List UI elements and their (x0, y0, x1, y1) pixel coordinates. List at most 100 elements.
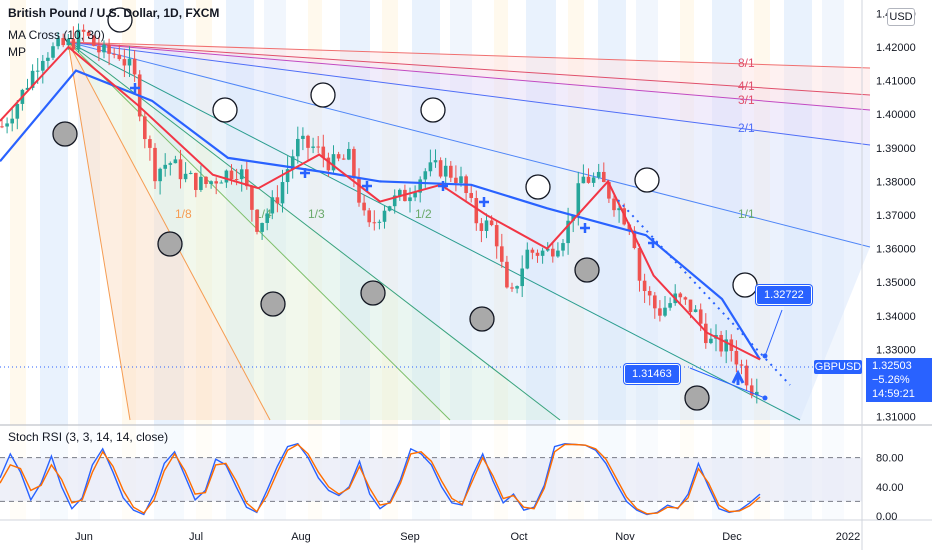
candle-body (602, 171, 606, 183)
candle-body (551, 248, 555, 257)
ma-cross-marker (362, 181, 372, 191)
candle-body (30, 70, 35, 88)
candle-body (566, 220, 570, 244)
price-tag-upper: 1.32722 (756, 285, 812, 305)
candle-body (336, 154, 341, 159)
cycle-circle-filled (684, 385, 710, 411)
candle-body (449, 165, 453, 178)
fan-label: 2/1 (738, 121, 755, 135)
candle-body (209, 181, 213, 185)
chart-title: British Pound / U.S. Dollar, 1D, FXCM (8, 6, 220, 20)
candle-body (321, 146, 326, 158)
candle-body (658, 308, 662, 316)
last-price: 1.32503 (872, 360, 912, 372)
candle-body (194, 172, 198, 190)
price-tick-label: 1.41000 (876, 76, 916, 88)
candle-body (168, 163, 173, 165)
candle-body (331, 154, 336, 171)
candle-body (76, 29, 81, 50)
cycle-circle-open (525, 174, 551, 200)
candle-body (612, 198, 616, 211)
candle-body (454, 177, 458, 183)
candle-body (10, 118, 14, 124)
candle-body (515, 286, 519, 289)
candle-body (234, 179, 239, 181)
candle-body (188, 172, 193, 174)
candle-body (260, 222, 264, 232)
candle-body (556, 250, 560, 257)
indicator-stoch-rsi[interactable]: Stoch RSI (3, 3, 14, 14, close) (8, 430, 169, 444)
candle-body (576, 183, 581, 216)
price-tick-label: 1.38000 (876, 176, 916, 188)
candle-body (41, 60, 45, 71)
candle-body (301, 135, 305, 139)
fan-line (67, 41, 561, 421)
time-tick-label: 2022 (836, 531, 860, 543)
candle-body (296, 138, 300, 157)
candle-body (459, 176, 463, 183)
candle-body (229, 170, 234, 180)
candle-body (25, 87, 30, 90)
candle-body (214, 181, 218, 184)
price-tick-label: 1.39000 (876, 143, 916, 155)
candle-body (418, 179, 422, 193)
time-tick-label: Nov (615, 531, 635, 543)
fan-sector (68, 42, 870, 420)
indicator-mp[interactable]: MP (8, 45, 26, 59)
candle-body (250, 186, 254, 210)
candle-body (173, 159, 178, 164)
candle-body (698, 309, 703, 324)
candle-body (719, 334, 723, 352)
candle-body (744, 365, 749, 386)
candle-body (316, 146, 320, 148)
price-tick-label: 1.35000 (876, 277, 916, 289)
ma-fast-line (0, 45, 761, 361)
candle-body (428, 162, 433, 172)
candle-body (433, 160, 438, 163)
candle-body (739, 364, 744, 366)
candle-body (479, 223, 484, 231)
candle-body (224, 170, 229, 183)
cycle-circles (52, 7, 758, 411)
candle-body (749, 385, 754, 396)
candle-body (0, 126, 4, 128)
fan-line (67, 41, 451, 421)
time-tick-label: Jul (189, 531, 203, 543)
time-tick-label: Jun (75, 531, 93, 543)
arrow-up-icon (731, 369, 745, 385)
candle-body (683, 297, 688, 300)
candles (0, 23, 759, 404)
candle-body (199, 176, 203, 190)
candle-body (107, 44, 111, 54)
indicator-ma-cross[interactable]: MA Cross (10, 30) (8, 28, 105, 42)
candle-body (647, 291, 652, 296)
candle-body (413, 192, 417, 198)
time-tick-label: Aug (291, 531, 311, 543)
candle-body (642, 280, 647, 292)
candle-body (92, 35, 96, 46)
candle-body (596, 171, 601, 178)
candle-body (66, 38, 71, 46)
candle-body (86, 31, 91, 36)
candle-body (387, 206, 392, 211)
candle-body (500, 246, 504, 262)
candle-body (245, 169, 249, 187)
currency-label[interactable]: USD (887, 8, 915, 26)
fan-line (67, 41, 801, 421)
fan-label: 1/8 (175, 207, 192, 221)
cycle-circle-open (212, 97, 238, 123)
candle-body (423, 171, 428, 180)
candle-body (525, 249, 530, 269)
candle-body (117, 54, 122, 60)
fan-label: 1/3 (308, 207, 325, 221)
candle-body (122, 59, 127, 66)
candle-body (632, 230, 637, 249)
candle-body (607, 182, 611, 199)
candle-body (127, 58, 132, 66)
candle-body (326, 157, 331, 171)
fan-label: 3/1 (738, 93, 755, 107)
price-tick-label: 1.37000 (876, 210, 916, 222)
candle-body (15, 103, 20, 119)
candle-body (51, 46, 55, 58)
